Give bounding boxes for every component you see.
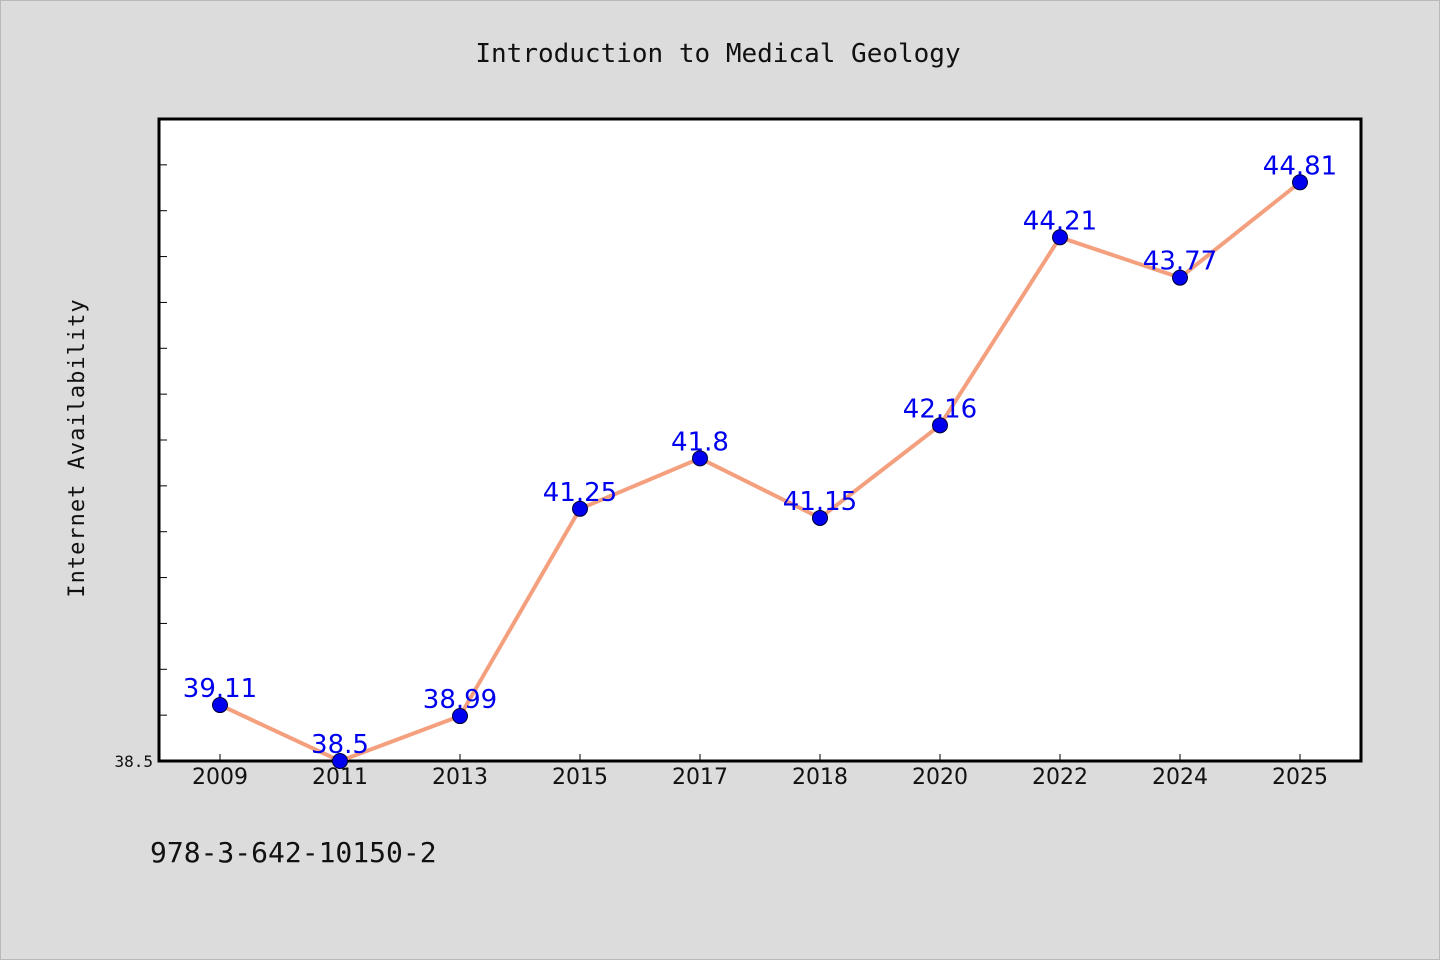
data-point (1172, 269, 1188, 286)
x-tick-label: 2025 (1272, 765, 1328, 790)
data-point (812, 509, 828, 526)
data-label: 38.99 (423, 685, 497, 715)
x-tick-label: 2020 (912, 765, 968, 790)
data-point (212, 697, 228, 714)
x-tick-label: 2018 (792, 765, 848, 790)
x-tick-label: 2011 (312, 765, 368, 790)
data-point (932, 417, 948, 434)
data-point (692, 450, 708, 467)
y-axis-label: Internet Availability (65, 298, 90, 597)
data-label: 43.77 (1143, 247, 1217, 277)
data-point (1052, 229, 1068, 246)
data-point (332, 753, 348, 769)
data-label: 41.25 (543, 478, 617, 508)
x-axis-ticks: 2009 2011 2013 2015 2017 2018 2020 2022 2024 2025 (192, 754, 1328, 790)
data-label: 39.11 (183, 674, 257, 704)
data-label: 42.16 (903, 394, 977, 424)
data-point (452, 708, 468, 725)
x-tick-label: 2013 (432, 765, 488, 790)
data-label: 41.8 (671, 427, 729, 457)
data-label: 38.5 (311, 730, 369, 760)
data-label: 44.21 (1023, 206, 1097, 236)
x-tick-label: 2015 (552, 765, 608, 790)
x-tick-label: 2024 (1152, 765, 1208, 790)
plot-area (157, 117, 1363, 763)
x-tick-label: 2009 (192, 765, 248, 790)
data-label: 41.15 (783, 487, 857, 517)
x-tick-label: 2022 (1032, 765, 1088, 790)
y-axis-ticks: 38.5 (114, 118, 167, 771)
isbn-footer: 978-3-642-10150-2 (150, 836, 437, 869)
data-point (572, 500, 588, 517)
series-line (219, 180, 1302, 763)
data-point (1292, 174, 1308, 191)
data-label: 44.81 (1263, 151, 1337, 181)
chart-title: Introduction to Medical Geology (475, 39, 960, 69)
series-layer: 39.11 38.5 38.99 41.25 41.8 41.15 42.16 44.21 43… (183, 151, 1337, 769)
x-tick-label: 2017 (672, 765, 728, 790)
y-tick-label: 38.5 (114, 752, 153, 771)
